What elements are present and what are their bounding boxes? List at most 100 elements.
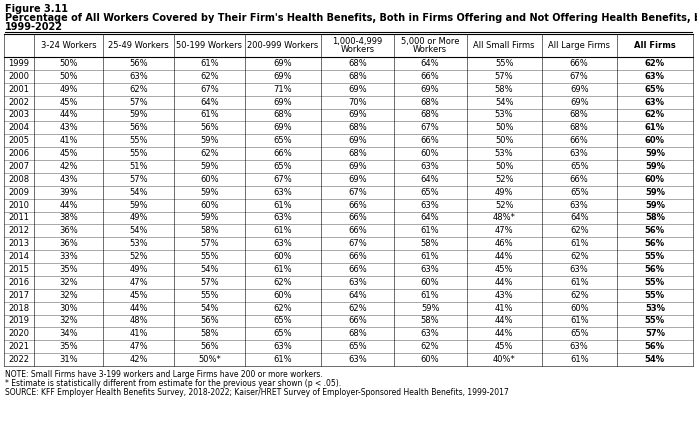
Text: 58%: 58% (421, 316, 440, 325)
Text: 64%: 64% (421, 175, 440, 184)
Text: 55%: 55% (495, 59, 514, 68)
Text: 61%: 61% (570, 355, 588, 364)
Text: 61%: 61% (421, 226, 440, 235)
Text: 64%: 64% (200, 98, 219, 107)
Text: 1999: 1999 (8, 59, 29, 68)
Text: Figure 3.11: Figure 3.11 (5, 4, 68, 14)
Text: 41%: 41% (495, 303, 514, 312)
Text: 68%: 68% (570, 123, 589, 132)
Text: 69%: 69% (348, 175, 367, 184)
Text: 56%: 56% (645, 342, 665, 351)
Text: 65%: 65% (273, 316, 292, 325)
Text: 2011: 2011 (8, 214, 29, 223)
Text: 63%: 63% (421, 329, 440, 338)
Text: 25-49 Workers: 25-49 Workers (109, 41, 169, 50)
Text: 1999-2022: 1999-2022 (5, 22, 63, 32)
Text: 66%: 66% (421, 72, 440, 81)
Text: 44%: 44% (495, 252, 514, 261)
Text: 35%: 35% (59, 265, 78, 274)
Text: 45%: 45% (59, 98, 78, 107)
Text: 65%: 65% (570, 188, 588, 197)
Text: 54%: 54% (200, 265, 219, 274)
Text: 69%: 69% (273, 72, 292, 81)
Text: 56%: 56% (130, 123, 148, 132)
Text: * Estimate is statistically different from estimate for the previous year shown : * Estimate is statistically different fr… (5, 379, 341, 388)
Text: 60%: 60% (645, 175, 665, 184)
Text: 64%: 64% (421, 214, 440, 223)
Text: 59%: 59% (200, 162, 219, 171)
Text: 2012: 2012 (8, 226, 29, 235)
Text: 60%: 60% (421, 278, 440, 287)
Text: 61%: 61% (421, 252, 440, 261)
Text: 59%: 59% (200, 214, 219, 223)
Text: 63%: 63% (421, 265, 440, 274)
Text: 58%: 58% (200, 329, 219, 338)
Text: 62%: 62% (421, 342, 440, 351)
Text: 58%: 58% (495, 85, 514, 94)
Text: 63%: 63% (273, 214, 292, 223)
Text: 63%: 63% (273, 239, 292, 248)
Text: 60%: 60% (645, 136, 665, 145)
Text: 2016: 2016 (8, 278, 29, 287)
Text: 50%: 50% (59, 72, 78, 81)
Text: 67%: 67% (200, 85, 219, 94)
Text: 47%: 47% (130, 342, 148, 351)
Text: 41%: 41% (130, 329, 148, 338)
Text: 63%: 63% (273, 342, 292, 351)
Text: 2003: 2003 (8, 110, 29, 119)
Text: 54%: 54% (200, 303, 219, 312)
Text: 2007: 2007 (8, 162, 29, 171)
Text: 48%*: 48%* (493, 214, 516, 223)
Text: 69%: 69% (348, 110, 367, 119)
Text: 49%: 49% (59, 85, 78, 94)
Text: 32%: 32% (59, 278, 78, 287)
Text: 67%: 67% (348, 188, 367, 197)
Text: 55%: 55% (645, 252, 665, 261)
Text: 63%: 63% (273, 188, 292, 197)
Text: 59%: 59% (130, 201, 148, 210)
Text: 45%: 45% (495, 265, 514, 274)
Text: 39%: 39% (59, 188, 78, 197)
Text: 63%: 63% (348, 355, 367, 364)
Text: 2004: 2004 (8, 123, 29, 132)
Text: 58%: 58% (200, 226, 219, 235)
Text: 50%*: 50%* (198, 355, 221, 364)
Text: Percentage of All Workers Covered by Their Firm's Health Benefits, Both in Firms: Percentage of All Workers Covered by The… (5, 13, 697, 23)
Text: 2010: 2010 (8, 201, 29, 210)
Text: 57%: 57% (130, 98, 148, 107)
Text: 61%: 61% (200, 59, 219, 68)
Text: 68%: 68% (348, 149, 367, 158)
Text: 62%: 62% (200, 72, 219, 81)
Text: 59%: 59% (645, 201, 665, 210)
Text: 60%: 60% (421, 149, 440, 158)
Text: 54%: 54% (645, 355, 665, 364)
Text: 54%: 54% (495, 98, 514, 107)
Text: 56%: 56% (645, 239, 665, 248)
Text: 69%: 69% (273, 123, 292, 132)
Text: 63%: 63% (570, 342, 589, 351)
Text: 31%: 31% (59, 355, 78, 364)
Text: 2009: 2009 (8, 188, 29, 197)
Text: 61%: 61% (570, 239, 588, 248)
Text: 69%: 69% (273, 98, 292, 107)
Text: 56%: 56% (200, 123, 219, 132)
Text: 69%: 69% (421, 85, 440, 94)
Text: 44%: 44% (59, 110, 78, 119)
Text: 62%: 62% (273, 303, 292, 312)
Text: 63%: 63% (421, 162, 440, 171)
Text: 65%: 65% (421, 188, 440, 197)
Text: 65%: 65% (273, 329, 292, 338)
Text: 55%: 55% (645, 316, 665, 325)
Text: 44%: 44% (495, 278, 514, 287)
Text: 57%: 57% (130, 175, 148, 184)
Text: 32%: 32% (59, 316, 78, 325)
Text: SOURCE: KFF Employer Health Benefits Survey, 2018-2022; Kaiser/HRET Survey of Em: SOURCE: KFF Employer Health Benefits Sur… (5, 388, 509, 397)
Text: Workers: Workers (340, 45, 374, 54)
Text: 56%: 56% (200, 342, 219, 351)
Text: 66%: 66% (348, 316, 367, 325)
Text: 49%: 49% (130, 214, 148, 223)
Text: 61%: 61% (421, 291, 440, 300)
Text: 66%: 66% (570, 136, 589, 145)
Text: 61%: 61% (273, 201, 292, 210)
Text: 2022: 2022 (8, 355, 29, 364)
